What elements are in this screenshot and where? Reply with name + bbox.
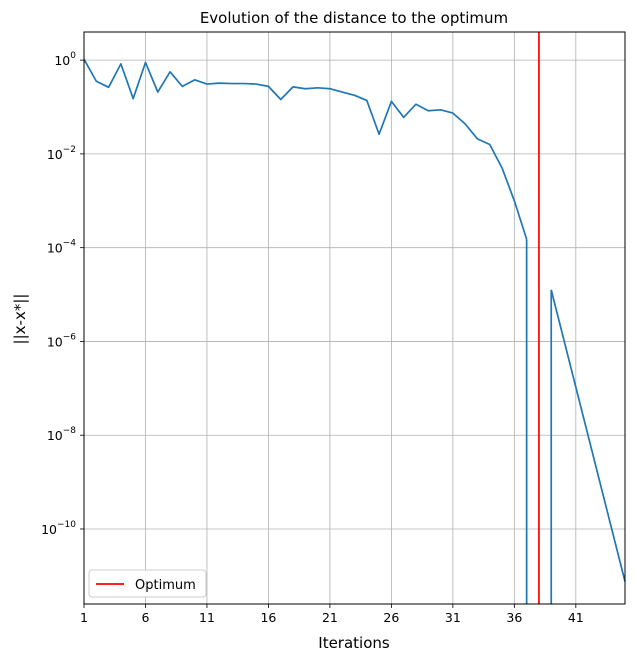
x-tick-label: 11: [199, 610, 215, 625]
chart-title: Evolution of the distance to the optimum: [200, 9, 508, 27]
x-axis-label: Iterations: [318, 634, 390, 652]
y-tick-label: 100: [54, 51, 76, 68]
legend: Optimum: [88, 569, 207, 598]
y-tick-label: 10−10: [41, 520, 76, 537]
x-tick-label: 31: [445, 610, 461, 625]
x-tick-label: 1: [80, 610, 88, 625]
y-tick-label: 10−4: [47, 239, 76, 256]
series-line-segment: [83, 58, 528, 240]
grid-lines: [83, 32, 625, 604]
y-tick-label: 10−6: [47, 332, 76, 349]
y-tick-label: 10−2: [47, 145, 76, 162]
x-tick-label: 6: [142, 610, 150, 625]
x-tick-label: 26: [383, 610, 399, 625]
series-layer: [83, 32, 626, 604]
y-axis-label: ||x-x*||: [11, 294, 29, 345]
x-tick-label: 41: [568, 610, 584, 625]
series-line-segment: [550, 289, 626, 582]
legend-label-optimum: Optimum: [135, 578, 196, 593]
plot-frame: [83, 31, 626, 605]
x-tick-label: 16: [260, 610, 276, 625]
x-tick-label: 36: [506, 610, 522, 625]
x-tick-label: 21: [322, 610, 338, 625]
y-tick-label: 10−8: [47, 426, 76, 443]
axes-frame: [83, 31, 626, 605]
legend-box: [88, 569, 207, 598]
